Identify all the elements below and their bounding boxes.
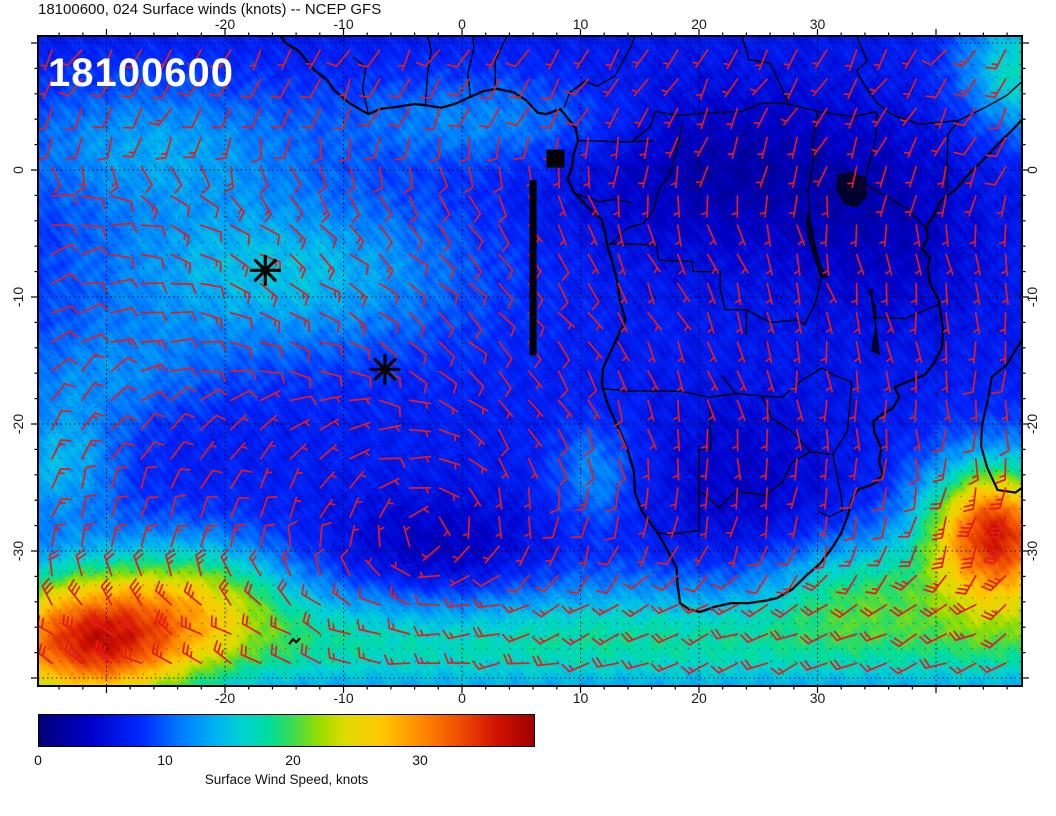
colorbar-tick: 10: [157, 752, 173, 768]
y-tick-right: -10: [1024, 287, 1040, 307]
x-tick-top: 10: [573, 16, 589, 32]
graticule-dots: [38, 36, 1022, 686]
colorbar-gradient: [38, 714, 535, 747]
x-tick-bottom: 20: [691, 690, 707, 706]
x-tick-bottom: -20: [215, 690, 235, 706]
x-tick-top: 0: [458, 16, 466, 32]
y-tick-right: 0: [1024, 166, 1040, 174]
x-tick-bottom: 10: [573, 690, 589, 706]
y-tick-left: -20: [10, 414, 26, 434]
wind-barbs: [38, 49, 1010, 676]
axis-tick-labels: -20 -10 0 10 20 30 -20 -10 0 10 20 30 0 …: [10, 16, 1040, 706]
datetime-stamp: 18100600: [48, 51, 234, 95]
colorbar-label: Surface Wind Speed, knots: [204, 772, 369, 787]
x-tick-top: -20: [215, 16, 235, 32]
x-tick-top: 30: [810, 16, 826, 32]
y-tick-left: 0: [10, 166, 26, 174]
x-tick-bottom: 0: [458, 690, 466, 706]
y-tick-right: -20: [1024, 414, 1040, 434]
colorbar-tick: 0: [34, 752, 42, 768]
map-frame: [37, 35, 1023, 687]
africa-coastline: [279, 36, 1022, 614]
plot-title: 18100600, 024 Surface winds (knots) -- N…: [38, 1, 382, 18]
y-tick-left: -10: [10, 287, 26, 307]
track-markers: [249, 149, 565, 645]
colorbar-tick: 20: [285, 752, 301, 768]
x-tick-top: -10: [333, 16, 353, 32]
colorbar-tick: 30: [412, 752, 428, 768]
axis-ticks: [31, 29, 1029, 693]
country-borders: [352, 36, 1022, 536]
x-tick-top: 20: [691, 16, 707, 32]
y-tick-right: -30: [1024, 541, 1040, 561]
x-tick-bottom: -10: [333, 690, 353, 706]
y-tick-left: -30: [10, 541, 26, 561]
x-tick-bottom: 30: [810, 690, 826, 706]
